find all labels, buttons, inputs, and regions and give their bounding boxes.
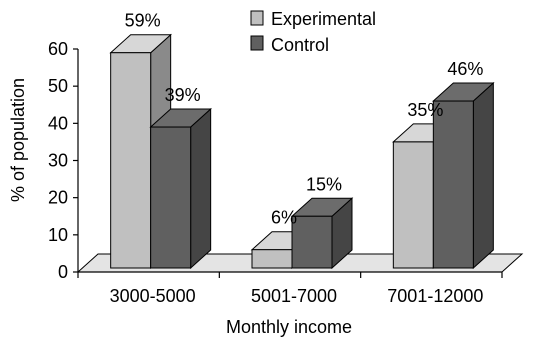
bar-front [392, 141, 434, 269]
bar-front [432, 100, 474, 269]
legend-swatch-experimental [250, 10, 264, 26]
x-axis-title: Monthly income [226, 317, 352, 337]
y-tick-label: 60 [48, 39, 68, 59]
data-label: 15% [306, 174, 342, 194]
data-label: 6% [271, 208, 297, 228]
x-tick-label: 5001-7000 [251, 286, 337, 306]
legend-label-control: Control [271, 35, 329, 55]
bar-front [291, 215, 333, 269]
data-label: 46% [447, 59, 483, 79]
bar-control-3000-5000 [149, 107, 212, 270]
legend: Experimental Control [250, 9, 376, 55]
bar-side [472, 81, 494, 270]
data-label: 59% [125, 11, 161, 31]
y-tick-label: 30 [48, 151, 68, 171]
data-label: 39% [165, 85, 201, 105]
bar-control-5001-7000 [290, 197, 354, 270]
bar-control-7001-12000 [432, 81, 495, 270]
y-tick-label: 10 [48, 225, 68, 245]
bar-front [110, 52, 152, 269]
x-tick-label: 7001-12000 [387, 286, 483, 306]
bar-front [251, 249, 293, 269]
legend-swatch-control [250, 35, 264, 51]
legend-label-experimental: Experimental [271, 9, 376, 29]
y-tick-label: 0 [58, 262, 68, 282]
bar-front [150, 126, 192, 269]
y-axis-title: % of population [8, 78, 28, 202]
y-tick-label: 50 [48, 76, 68, 96]
y-tick-label: 20 [48, 188, 68, 208]
y-tick-label: 40 [48, 113, 68, 133]
x-tick-label: 3000-5000 [110, 286, 196, 306]
bar-side [190, 107, 212, 270]
data-label: 35% [407, 100, 443, 120]
